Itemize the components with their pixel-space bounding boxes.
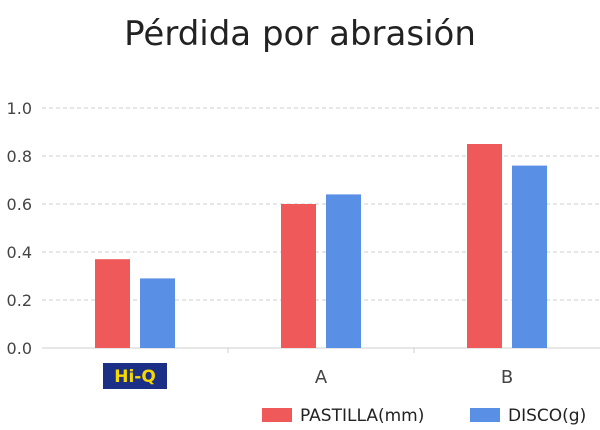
- bar-discog-a: [326, 194, 361, 348]
- y-tick-label: 0.2: [7, 291, 32, 310]
- x-axis-ticks: Hi-Q A B: [103, 348, 513, 389]
- y-tick-label: 1.0: [7, 99, 32, 118]
- bars-group: [95, 144, 547, 348]
- bar-discog-b: [512, 165, 547, 348]
- chart-title: Pérdida por abrasión: [124, 14, 476, 54]
- y-axis-ticks: 0.0 0.2 0.4 0.6 0.8 1.0: [7, 99, 32, 358]
- y-tick-label: 0.8: [7, 147, 32, 166]
- brand-logo-box: [103, 363, 167, 389]
- y-tick-label: 0.0: [7, 339, 32, 358]
- legend-label: DISCO(g): [508, 406, 586, 426]
- grid-lines: [42, 107, 600, 301]
- y-tick-label: 0.4: [7, 243, 32, 262]
- bar-pastillamm-b: [467, 144, 502, 348]
- legend-swatch: [470, 408, 500, 422]
- x-tick-label: A: [315, 367, 328, 388]
- x-tick-label: B: [501, 367, 513, 388]
- legend-swatch: [262, 408, 292, 422]
- bar-pastillamm-hiq: [95, 259, 130, 348]
- y-tick-label: 0.6: [7, 195, 32, 214]
- legend: PASTILLA(mm) DISCO(g): [262, 406, 586, 426]
- bar-pastillamm-a: [281, 204, 316, 348]
- brand-logo-text: Hi-Q: [114, 367, 156, 387]
- legend-label: PASTILLA(mm): [300, 406, 424, 426]
- bar-discog-hiq: [140, 278, 175, 348]
- x-tick-label-brand: Hi-Q: [103, 363, 167, 389]
